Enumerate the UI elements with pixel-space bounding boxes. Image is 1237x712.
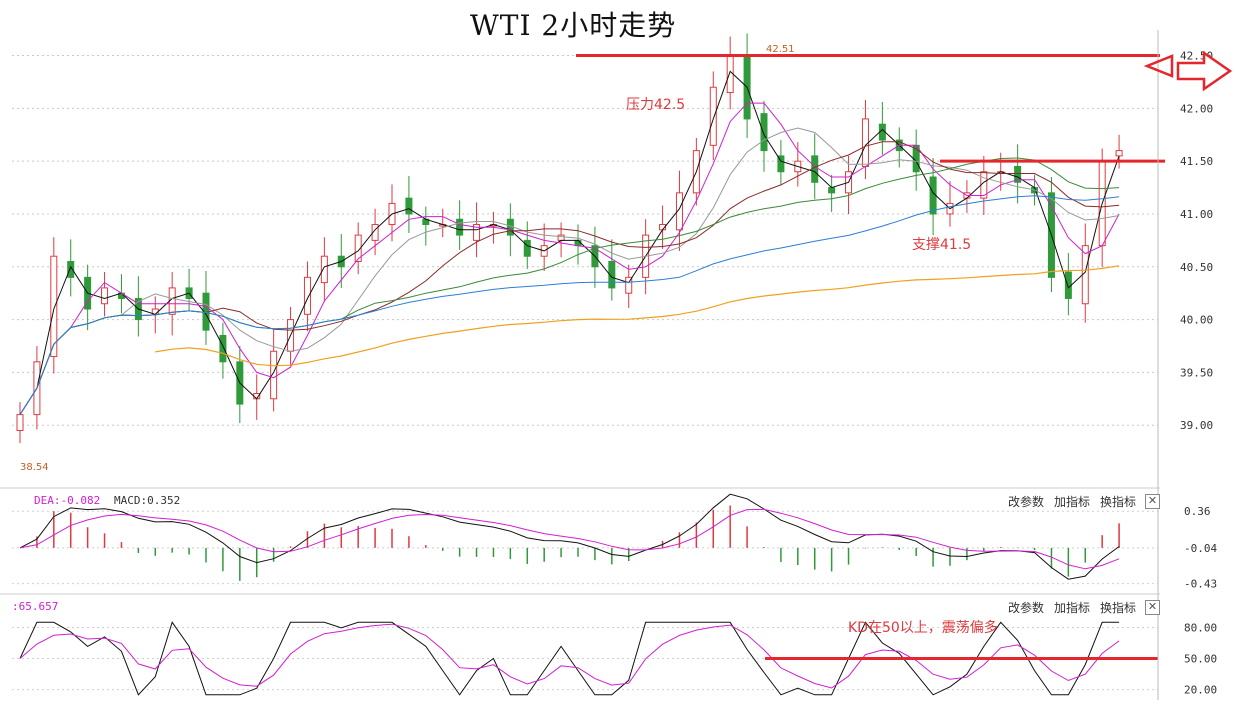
candle-body xyxy=(1115,150,1123,157)
price-tick-label: 41.50 xyxy=(1180,155,1213,168)
macd-tick-label: 0.36 xyxy=(1184,505,1211,518)
candle-body xyxy=(320,255,328,284)
kd-k-line xyxy=(19,621,1120,696)
low-label: 38.54 xyxy=(20,462,49,473)
macd-add-indicator-button[interactable]: 加指标 xyxy=(1054,495,1091,509)
ma-line-black xyxy=(19,70,1120,415)
candle-body xyxy=(303,276,311,315)
macd-tick-label: -0.04 xyxy=(1184,542,1217,555)
candle-body xyxy=(219,334,227,363)
candle-body xyxy=(67,261,75,278)
ma-line-orange xyxy=(155,265,1120,367)
candle-body xyxy=(101,287,109,305)
ma-line-gray xyxy=(19,127,1120,415)
kd-tick-label: 80.00 xyxy=(1184,621,1217,634)
candle-body xyxy=(473,224,481,241)
candle-body xyxy=(270,350,278,400)
moving-averages xyxy=(19,70,1120,415)
price-tick-label: 39.00 xyxy=(1180,419,1213,432)
kd-value-label: :65.657 xyxy=(12,600,59,613)
ma-line-green xyxy=(19,157,1120,415)
kd-tick-label: 20.00 xyxy=(1184,684,1217,697)
high-label: 42.51 xyxy=(766,44,795,55)
right-arrow-icon xyxy=(1143,50,1233,92)
support-annotation: 支撑41.5 xyxy=(912,237,972,253)
price-tick-label: 40.50 xyxy=(1180,261,1213,274)
macd-diff-line xyxy=(19,493,1120,580)
candle-body xyxy=(456,218,464,236)
price-tick-label: 42.00 xyxy=(1180,102,1213,115)
candle-body xyxy=(523,239,531,257)
candle-body xyxy=(625,276,633,294)
candle-body xyxy=(760,113,768,152)
candle-body xyxy=(811,155,819,183)
ma-line-blue xyxy=(19,195,1120,415)
macd-panel: 0.36 -0.04 -0.43 xyxy=(12,493,1217,591)
candle-body xyxy=(557,234,565,241)
kd-tick-label: 50.00 xyxy=(1184,653,1217,666)
candle-body xyxy=(405,197,413,215)
macd-params-button[interactable]: 改参数 xyxy=(1008,495,1045,509)
macd-label: MACD:0.352 xyxy=(114,494,181,507)
candle-body xyxy=(777,155,785,173)
resistance-annotation: 压力42.5 xyxy=(626,97,686,113)
candle-body xyxy=(828,187,836,194)
kd-panel: 80.00 50.00 20.00 xyxy=(12,621,1217,697)
key-level-lines xyxy=(576,54,1165,163)
macd-close-icon[interactable]: ✕ xyxy=(1145,494,1160,509)
kd-add-indicator-button[interactable]: 加指标 xyxy=(1054,601,1091,615)
candle-body xyxy=(354,234,362,263)
candle-body xyxy=(371,224,379,241)
dea-label: DEA:-0.082 xyxy=(34,494,101,507)
macd-swap-indicator-button[interactable]: 换指标 xyxy=(1100,495,1137,509)
price-tick-label: 40.00 xyxy=(1180,314,1213,327)
kd-swap-indicator-button[interactable]: 换指标 xyxy=(1100,601,1137,615)
price-tick-label: 41.00 xyxy=(1180,208,1213,221)
grid xyxy=(12,55,1158,426)
candle-body xyxy=(50,255,58,358)
macd-dea-line xyxy=(19,508,1120,570)
kd-d-line xyxy=(19,623,1120,689)
candle-body xyxy=(1014,165,1022,183)
price-tick-label: 39.50 xyxy=(1180,366,1213,379)
candle-body xyxy=(608,261,616,289)
candle-body xyxy=(709,86,717,146)
macd-tick-label: -0.43 xyxy=(1184,578,1217,591)
candle-body xyxy=(16,414,24,431)
kd-close-icon[interactable]: ✕ xyxy=(1145,600,1160,615)
kd-annotation: KD在50以上，震荡偏多 xyxy=(848,620,998,636)
page-title: WTI 2小时走势 xyxy=(470,9,677,42)
candle-body xyxy=(675,192,683,231)
kd-params-button[interactable]: 改参数 xyxy=(1008,601,1045,615)
